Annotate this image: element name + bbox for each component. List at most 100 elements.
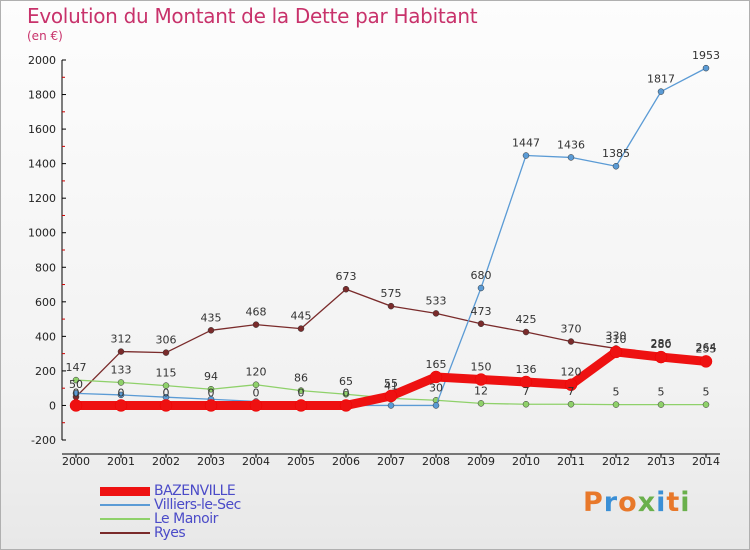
data-point xyxy=(204,399,218,412)
data-point xyxy=(657,401,665,408)
data-point xyxy=(432,310,440,317)
legend-label: Le Manoir xyxy=(154,511,218,527)
y-tick-label: 800 xyxy=(35,261,56,274)
data-label: 94 xyxy=(204,370,218,383)
data-point xyxy=(297,387,305,394)
series-layer xyxy=(69,64,713,412)
data-point xyxy=(339,399,353,412)
data-point xyxy=(114,399,128,412)
data-label: 50 xyxy=(69,378,83,391)
data-point xyxy=(702,64,710,72)
x-tick-label: 2005 xyxy=(287,455,315,468)
data-point xyxy=(384,389,398,403)
data-label: 120 xyxy=(246,366,267,379)
data-point xyxy=(522,400,530,408)
data-label: 12 xyxy=(474,384,488,397)
legend-item: BAZENVILLE xyxy=(100,484,400,498)
data-point xyxy=(117,391,125,399)
data-label: 445 xyxy=(291,310,312,323)
data-label: 435 xyxy=(201,311,222,324)
data-point xyxy=(69,399,83,412)
x-tick-label: 2011 xyxy=(557,455,585,468)
data-point xyxy=(612,401,620,408)
data-label: 41 xyxy=(384,379,398,392)
legend-swatch xyxy=(100,504,150,506)
data-label: 0 xyxy=(343,386,350,399)
logo-letter: o xyxy=(618,487,638,518)
data-label: 0 xyxy=(208,386,215,399)
data-point xyxy=(117,379,125,386)
data-point xyxy=(72,376,80,384)
x-tick-label: 2008 xyxy=(422,455,450,468)
data-point xyxy=(387,402,395,409)
x-tick-label: 2014 xyxy=(692,455,720,468)
data-point xyxy=(564,378,578,391)
data-point xyxy=(207,327,215,334)
proxiti-logo: Proxiti xyxy=(583,487,691,518)
y-tick-label: 400 xyxy=(35,330,56,343)
y-tick-label: -200 xyxy=(31,434,56,447)
data-point xyxy=(702,401,710,408)
data-point xyxy=(657,88,665,95)
axes: -200020040060080010001200140016001800200… xyxy=(28,54,720,468)
data-point xyxy=(72,390,80,397)
data-label: 147 xyxy=(66,361,87,374)
data-label: 0 xyxy=(163,386,170,399)
logo-letter: i xyxy=(656,487,667,518)
data-label: 86 xyxy=(294,372,308,385)
data-label: 330 xyxy=(606,329,627,342)
x-tick-label: 2002 xyxy=(152,455,180,468)
legend-swatch xyxy=(100,487,150,496)
logo-letter: t xyxy=(666,487,681,518)
legend-item: Le Manoir xyxy=(100,512,400,526)
data-label: 55 xyxy=(384,377,398,390)
logo-letter: x xyxy=(637,487,657,518)
data-point xyxy=(612,162,620,170)
data-label: 255 xyxy=(696,342,717,355)
data-point xyxy=(249,399,263,412)
data-point xyxy=(519,375,533,389)
data-label: 575 xyxy=(381,287,402,300)
legend-item: Ryes xyxy=(100,526,400,540)
data-point xyxy=(159,399,173,412)
y-tick-label: 2000 xyxy=(28,54,56,67)
data-label: 312 xyxy=(111,333,132,346)
data-label: 133 xyxy=(111,363,132,376)
data-point xyxy=(522,152,530,159)
page-title: Evolution du Montant de la Dette par Hab… xyxy=(27,4,478,28)
data-point xyxy=(252,381,260,388)
y-tick-label: 1000 xyxy=(28,227,56,240)
data-point xyxy=(117,348,125,355)
data-label: 310 xyxy=(606,333,627,346)
data-label: 5 xyxy=(613,386,620,399)
data-point xyxy=(567,338,575,345)
data-point xyxy=(477,400,485,407)
data-point xyxy=(252,321,260,328)
legend-label: Villiers-le-Sec xyxy=(154,497,241,513)
x-tick-label: 2009 xyxy=(467,455,495,468)
x-tick-label: 2003 xyxy=(197,455,225,468)
data-point xyxy=(207,385,215,393)
data-point xyxy=(297,325,305,332)
x-tick-label: 2004 xyxy=(242,455,270,468)
page-subtitle: (en €) xyxy=(27,29,63,43)
data-point xyxy=(477,284,485,292)
data-label: 30 xyxy=(429,381,443,394)
data-label: 65 xyxy=(339,375,353,388)
data-point xyxy=(429,370,443,384)
y-tick-label: 1200 xyxy=(28,192,56,205)
data-label: 1436 xyxy=(557,138,585,151)
x-tick-label: 2006 xyxy=(332,455,360,468)
data-point xyxy=(162,349,170,356)
x-tick-label: 2013 xyxy=(647,455,675,468)
data-label: 150 xyxy=(471,361,492,374)
data-label: 673 xyxy=(336,270,357,283)
data-point xyxy=(567,400,575,408)
data-label: 120 xyxy=(561,366,582,379)
y-tick-label: 600 xyxy=(35,296,56,309)
data-point xyxy=(699,355,713,368)
data-label: 165 xyxy=(426,358,447,371)
